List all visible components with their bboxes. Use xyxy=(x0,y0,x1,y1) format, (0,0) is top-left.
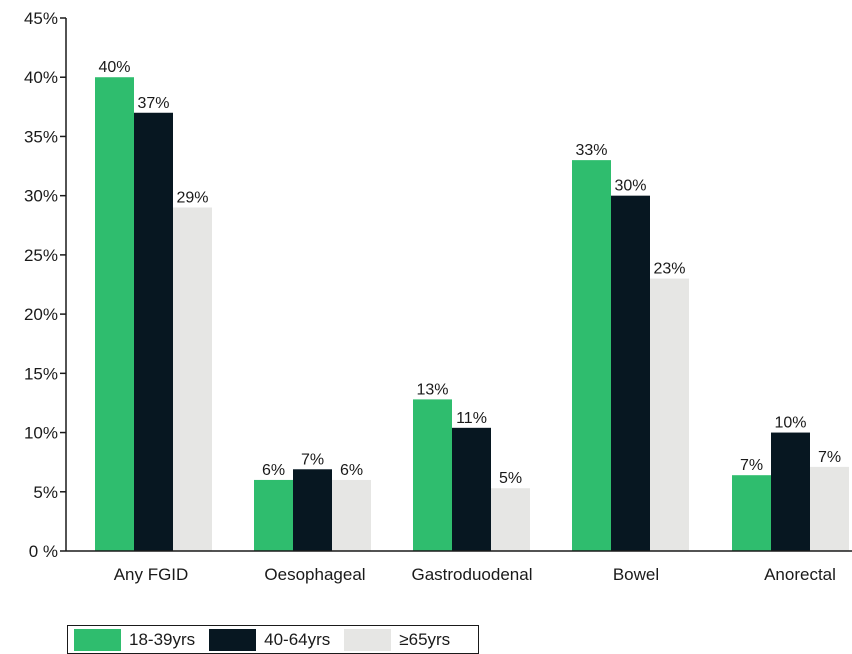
legend: 18-39yrs 40-64yrs ≥65yrs xyxy=(67,625,479,654)
data-label: 5% xyxy=(499,470,522,487)
data-label: 13% xyxy=(416,381,448,398)
x-axis: Any FGID Oesophageal Gastroduodenal Bowel An… xyxy=(66,550,852,584)
data-label: 33% xyxy=(575,142,607,159)
bar xyxy=(810,466,849,551)
y-tick-label: 45% xyxy=(24,9,58,28)
legend-swatch-18-39yrs xyxy=(74,628,121,651)
y-tick-label: 25% xyxy=(24,246,58,265)
data-label: 30% xyxy=(614,178,646,195)
data-label: 7% xyxy=(818,449,841,466)
legend-label-18-39yrs: 18-39yrs xyxy=(129,629,196,649)
legend-item-18-39yrs: 18-39yrs xyxy=(74,628,196,651)
bar xyxy=(452,427,491,551)
bar xyxy=(293,469,332,551)
bar xyxy=(650,278,689,551)
bar xyxy=(332,479,371,551)
bar xyxy=(572,160,611,551)
bar xyxy=(173,207,212,551)
y-tick-label: 5% xyxy=(33,483,58,502)
bar xyxy=(611,195,650,551)
data-label: 6% xyxy=(340,462,363,479)
x-tick-label: Bowel xyxy=(613,565,659,584)
legend-swatch-40-64yrs xyxy=(209,628,257,651)
y-tick-label: 20% xyxy=(24,305,58,324)
x-tick-label: Anorectal xyxy=(764,565,836,584)
bar-chart: 0 % 5% 10% 15% 20% 25% 30% 35% 40% 45% 40% 6% 13% 33… xyxy=(24,9,852,584)
data-label: 11% xyxy=(456,410,487,427)
bar xyxy=(413,399,452,551)
bar xyxy=(771,432,810,551)
data-labels: 40% 6% 13% 33% 7% 37% 7% 11% 30% 10% 29% 6% 5% 23% 7% xyxy=(98,59,841,487)
y-tick-label: 30% xyxy=(24,187,58,206)
bar xyxy=(732,475,771,551)
legend-swatch-65yrs xyxy=(344,628,392,651)
data-label: 7% xyxy=(301,451,324,468)
legend-label-65yrs: ≥65yrs xyxy=(399,629,451,649)
data-label: 29% xyxy=(176,190,208,207)
y-tick-label: 10% xyxy=(24,424,58,443)
x-tick-label: Oesophageal xyxy=(264,565,365,584)
x-tick-label: Gastroduodenal xyxy=(412,565,533,584)
data-label: 37% xyxy=(137,95,169,112)
bar xyxy=(95,77,134,551)
data-label: 6% xyxy=(262,462,285,479)
legend-label-40-64yrs: 40-64yrs xyxy=(264,629,331,649)
y-axis: 0 % 5% 10% 15% 20% 25% 30% 35% 40% 45% xyxy=(24,9,67,561)
bar xyxy=(134,112,173,551)
legend-item-65yrs: ≥65yrs xyxy=(344,628,451,651)
data-label: 7% xyxy=(740,457,763,474)
y-tick-label: 40% xyxy=(24,68,58,87)
y-tick-label: 0 % xyxy=(29,542,58,561)
x-tick-label: Any FGID xyxy=(114,565,189,584)
y-tick-label: 15% xyxy=(24,364,58,383)
y-tick-label: 35% xyxy=(24,127,58,146)
legend-item-40-64yrs: 40-64yrs xyxy=(209,628,331,651)
bars xyxy=(95,77,849,551)
data-label: 10% xyxy=(774,415,806,432)
data-label: 40% xyxy=(98,59,130,76)
bar xyxy=(254,479,293,551)
bar xyxy=(491,488,530,551)
data-label: 23% xyxy=(653,261,685,278)
